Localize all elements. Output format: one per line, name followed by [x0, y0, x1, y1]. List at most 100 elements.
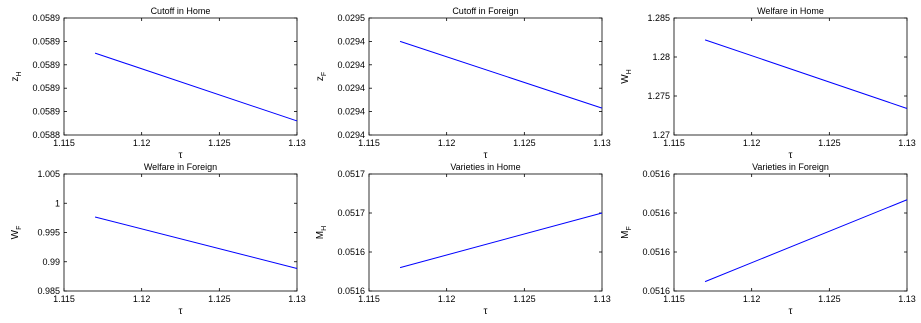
x-tick-label: 1.125 — [513, 294, 536, 304]
series-line-1 — [704, 199, 908, 283]
series-line-1 — [399, 40, 603, 109]
y-tick-label: 1.275 — [647, 91, 670, 101]
y-tick-label: 0.0588 — [32, 130, 60, 140]
subplot-title: Varieties in Home — [450, 162, 520, 172]
y-axis-label-base: M — [315, 231, 326, 239]
y-tick-label: 0.0294 — [337, 60, 365, 70]
y-axis-label: zF — [315, 72, 328, 81]
subplot-6: 1.115 1.12 1.125 1.13 0.0516 0.0516 0.0516 0.05… — [620, 162, 916, 317]
series-line-1 — [704, 39, 908, 109]
y-tick-label: 0.0589 — [32, 60, 60, 70]
x-tick-label: 1.115 — [53, 138, 75, 148]
x-axis-label: τ — [789, 306, 793, 317]
y-tick-label: 0.0295 — [337, 13, 365, 23]
subplot-title: Cutoff in Foreign — [452, 6, 518, 16]
x-tick-label: 1.12 — [743, 138, 761, 148]
y-tick-label: 0.0516 — [337, 247, 365, 257]
y-tick-label: 0.0589 — [32, 83, 60, 93]
subplot-2: 1.115 1.12 1.125 1.13 0.0294 0.0294 0.0294 0.02… — [315, 6, 611, 161]
subplot-title: Cutoff in Home — [151, 6, 211, 16]
x-axis-label: τ — [484, 150, 488, 161]
x-tick-label: 1.13 — [288, 138, 306, 148]
y-tick-label: 0.99 — [42, 257, 60, 267]
subplot-title: Welfare in Home — [757, 6, 824, 16]
x-tick-label: 1.115 — [358, 138, 380, 148]
series-line-1 — [399, 212, 603, 269]
y-tick-label: 0.0294 — [337, 36, 365, 46]
axes-box — [673, 173, 908, 292]
y-tick-label: 1.285 — [647, 13, 670, 23]
y-tick-label: 1.27 — [652, 130, 670, 140]
y-tick-label: 0.0294 — [337, 107, 365, 117]
x-axis-label: τ — [484, 306, 488, 317]
y-tick-label: 0.0516 — [642, 169, 670, 179]
x-tick-label: 1.12 — [133, 294, 151, 304]
y-axis-label-sub: F — [626, 226, 633, 230]
x-axis-label: τ — [179, 150, 183, 161]
x-tick-label: 1.115 — [358, 294, 380, 304]
y-tick-label: 0.0517 — [337, 208, 365, 218]
subplot-title: Welfare in Foreign — [144, 162, 217, 172]
y-tick-label: 0.0589 — [32, 13, 60, 23]
x-tick-label: 1.115 — [663, 138, 685, 148]
y-axis-label-sub: H — [626, 69, 633, 74]
x-tick-label: 1.125 — [818, 294, 841, 304]
x-tick-label: 1.115 — [663, 294, 685, 304]
x-tick-label: 1.12 — [133, 138, 151, 148]
axes-box — [63, 173, 298, 292]
x-tick-label: 1.12 — [743, 294, 761, 304]
y-axis-label-base: z — [315, 76, 326, 81]
y-tick-label: 0.995 — [37, 228, 60, 238]
x-tick-label: 1.125 — [208, 138, 231, 148]
y-axis-label: WF — [10, 226, 23, 240]
y-tick-label: 0.0516 — [337, 286, 365, 296]
subplot-title: Varieties in Foreign — [752, 162, 829, 172]
y-axis-label-base: M — [620, 230, 631, 238]
x-tick-label: 1.125 — [208, 294, 231, 304]
x-tick-label: 1.13 — [593, 294, 611, 304]
y-axis-label: zH — [10, 71, 23, 81]
y-axis-label-base: z — [10, 77, 21, 82]
x-tick-label: 1.125 — [818, 138, 841, 148]
subplot-3: 1.115 1.12 1.125 1.13 1.27 1.275 1.28 1.285 Welf… — [620, 6, 916, 161]
y-tick-label: 0.0589 — [32, 36, 60, 46]
y-tick-label: 0.0517 — [337, 169, 365, 179]
x-tick-label: 1.115 — [53, 294, 75, 304]
x-axis-label: τ — [789, 150, 793, 161]
y-axis-label-sub: H — [16, 71, 23, 76]
y-tick-label: 1.005 — [37, 169, 60, 179]
y-tick-label: 1 — [55, 198, 60, 208]
series-line-1 — [94, 216, 298, 269]
subplot-1: 1.115 1.12 1.125 1.13 0.0588 0.0589 0.0589 0.05… — [10, 6, 306, 161]
axes-box — [63, 17, 298, 136]
series-line-1 — [94, 52, 298, 122]
y-axis-label: MH — [315, 226, 328, 239]
y-axis-label-base: W — [620, 74, 631, 84]
x-tick-label: 1.13 — [898, 138, 916, 148]
x-tick-label: 1.13 — [593, 138, 611, 148]
x-tick-label: 1.13 — [288, 294, 306, 304]
y-tick-label: 0.0294 — [337, 83, 365, 93]
y-axis-label: WH — [620, 69, 633, 84]
x-tick-label: 1.12 — [438, 294, 456, 304]
axes-box — [673, 17, 908, 136]
subplot-4: 1.115 1.12 1.125 1.13 0.985 0.99 0.995 1 1.005 We… — [10, 162, 306, 317]
x-tick-label: 1.125 — [513, 138, 536, 148]
x-tick-label: 1.12 — [438, 138, 456, 148]
y-tick-label: 0.0516 — [642, 208, 670, 218]
y-axis-label-sub: F — [321, 72, 328, 76]
x-axis-label: τ — [179, 306, 183, 317]
y-tick-label: 0.985 — [37, 286, 60, 296]
y-axis-label-sub: H — [321, 226, 328, 231]
y-axis-label-sub: F — [16, 226, 23, 230]
y-tick-label: 1.28 — [652, 52, 670, 62]
y-tick-label: 0.0516 — [642, 247, 670, 257]
y-axis-label: MF — [620, 226, 633, 239]
x-tick-label: 1.13 — [898, 294, 916, 304]
y-axis-label-base: W — [10, 229, 21, 239]
y-tick-label: 0.0516 — [642, 286, 670, 296]
y-tick-label: 0.0589 — [32, 107, 60, 117]
axes-box — [368, 17, 603, 136]
subplot-5: 1.115 1.12 1.125 1.13 0.0516 0.0516 0.0517 0.05… — [315, 162, 611, 317]
